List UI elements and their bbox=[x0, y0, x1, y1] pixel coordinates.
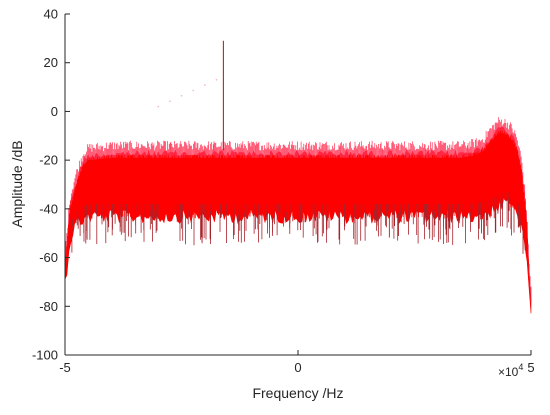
x-axis-exponent-label: ×104 bbox=[498, 362, 523, 379]
x-tick-label: -5 bbox=[59, 360, 71, 375]
series-ghost-point bbox=[204, 84, 206, 86]
y-tick-label: -40 bbox=[39, 201, 58, 216]
series-ghost-point bbox=[215, 79, 218, 81]
y-tick-label: -100 bbox=[32, 348, 58, 363]
series-ghost-point bbox=[192, 89, 194, 92]
y-tick-label: -20 bbox=[39, 153, 58, 168]
y-axis-label: Amplitude /dB bbox=[9, 140, 25, 227]
y-tick-label: 20 bbox=[44, 55, 58, 70]
y-tick-label: 0 bbox=[51, 104, 58, 119]
x-exponent-base: ×10 bbox=[498, 365, 519, 379]
x-exponent-power: 4 bbox=[518, 362, 523, 372]
axes-layer: -5 0 5 -100 -80 -60 -40 -20 0 20 40 bbox=[32, 7, 535, 376]
series-overlay bbox=[70, 130, 522, 232]
y-tick-label: -60 bbox=[39, 250, 58, 265]
series-ghost-point bbox=[169, 100, 171, 102]
y-tick-label: -80 bbox=[39, 299, 58, 314]
x-tick-label: 5 bbox=[527, 360, 534, 375]
series-ghost-point bbox=[157, 105, 159, 108]
y-tick-label: 40 bbox=[44, 7, 58, 22]
series-ghost-point bbox=[180, 95, 183, 97]
x-axis-label: Frequency /Hz bbox=[252, 385, 343, 401]
x-tick-label: 0 bbox=[294, 360, 301, 375]
